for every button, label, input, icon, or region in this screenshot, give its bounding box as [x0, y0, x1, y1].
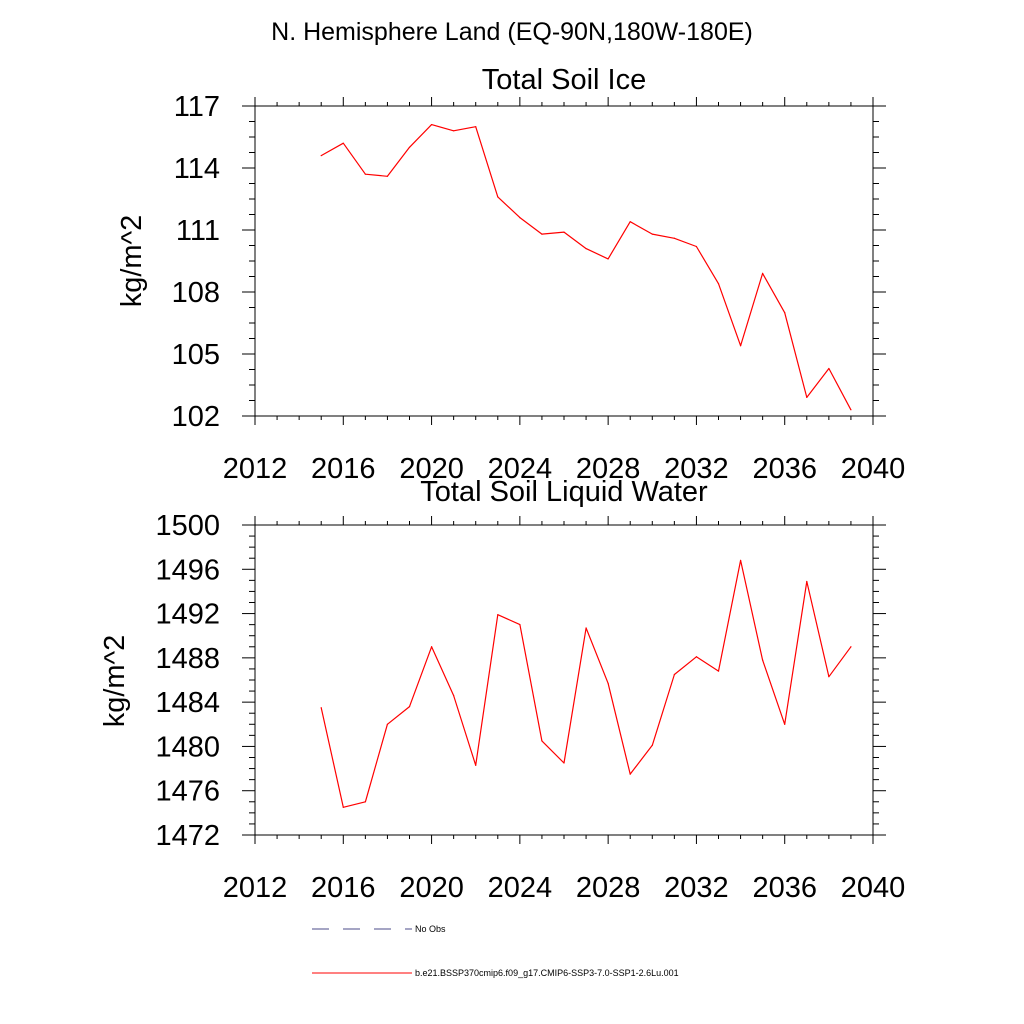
series-line [320, 559, 852, 808]
data-point [850, 409, 852, 411]
panel-title: Total Soil Ice [482, 64, 646, 96]
x-tick-label: 2040 [841, 872, 906, 904]
data-point [585, 248, 587, 250]
data-point [629, 221, 631, 223]
x-tick-label: 2036 [752, 453, 817, 485]
x-tick-label: 2028 [576, 872, 641, 904]
data-point [762, 272, 764, 274]
legend-label: b.e21.BSSP370cmip6.f09_g17.CMIP6-SSP3-7.… [415, 968, 679, 978]
x-tick-label: 2020 [399, 872, 464, 904]
data-point [806, 580, 808, 583]
data-point [563, 762, 565, 764]
y-tick-label: 1480 [155, 731, 220, 763]
data-point [629, 773, 631, 775]
x-tick-label: 2016 [311, 872, 376, 904]
legend-label: No Obs [415, 924, 446, 934]
series-line [320, 123, 852, 411]
x-tick-label: 2028 [576, 453, 641, 485]
y-tick-label: 1496 [155, 554, 220, 586]
data-point [739, 345, 742, 347]
data-point [717, 670, 720, 672]
x-tick-label: 2016 [311, 453, 376, 485]
data-point [519, 217, 521, 219]
data-point [673, 673, 675, 676]
data-point [541, 233, 543, 235]
y-tick-label: 1476 [155, 776, 220, 808]
panel-title: Total Soil Liquid Water [420, 476, 708, 508]
data-point [828, 676, 830, 678]
y-tick-label: 102 [172, 401, 220, 433]
y-tick-label: 105 [172, 339, 220, 371]
data-point [739, 559, 742, 562]
data-point [408, 705, 411, 708]
legend-entry-model: b.e21.BSSP370cmip6.f09_g17.CMIP6-SSP3-7.… [312, 968, 679, 978]
data-point [585, 627, 587, 629]
plot-frame [254, 524, 874, 836]
data-point [607, 682, 609, 684]
y-tick-label: 1488 [155, 643, 220, 675]
y-tick-label: 117 [174, 91, 220, 123]
data-point [430, 124, 433, 126]
panel-total-soil-liquid-water: Total Soil Liquid Water kg/m^2 2012 2016 2… [99, 476, 905, 904]
data-point [386, 723, 389, 725]
data-point [497, 614, 499, 616]
data-point [320, 707, 322, 709]
data-point [475, 126, 477, 128]
figure-suptitle: N. Hemisphere Land (EQ-90N,180W-180E) [271, 18, 753, 46]
data-point [364, 801, 366, 803]
data-point [519, 624, 521, 626]
y-tick-label: 1492 [155, 599, 220, 631]
data-point [673, 237, 675, 239]
x-tick-label: 2012 [223, 872, 288, 904]
data-point [784, 312, 786, 314]
x-tick-label: 2040 [841, 453, 906, 485]
data-point [497, 196, 499, 198]
data-point [563, 231, 565, 233]
y-axis-label: kg/m^2 [116, 215, 148, 308]
x-tick-label: 2024 [488, 453, 553, 485]
data-point [651, 744, 653, 746]
data-point [430, 646, 433, 648]
data-point [320, 155, 322, 157]
data-point [386, 175, 389, 177]
legend-entry-no-obs: No Obs [312, 924, 446, 934]
data-point [541, 740, 543, 742]
x-tick-label: 2032 [664, 453, 729, 485]
data-point [762, 659, 764, 661]
y-axis-label: kg/m^2 [99, 635, 131, 728]
data-point [342, 806, 344, 808]
y-tick-label: 1472 [155, 820, 220, 852]
x-tick-label: 2024 [488, 872, 553, 904]
x-tick-label: 2020 [399, 453, 464, 485]
data-point [806, 396, 808, 398]
x-tick-label: 2012 [223, 453, 288, 485]
legend: No Obs b.e21.BSSP370cmip6.f09_g17.CMIP6-… [312, 924, 679, 978]
data-point [850, 646, 852, 648]
x-tick-label: 2036 [752, 872, 817, 904]
data-point [408, 146, 411, 148]
data-point [828, 367, 830, 370]
data-point [342, 142, 344, 144]
data-point [475, 764, 477, 766]
data-point [651, 233, 653, 235]
y-tick-label: 111 [176, 215, 220, 247]
y-tick-label: 108 [172, 277, 220, 309]
y-tick-label: 1500 [155, 510, 220, 542]
data-point [453, 694, 455, 697]
plot-frame [254, 105, 874, 417]
data-point [784, 723, 786, 725]
data-point [717, 283, 720, 285]
data-point [607, 258, 609, 260]
data-point [364, 173, 366, 175]
data-point [695, 245, 698, 248]
x-tick-label: 2032 [664, 872, 729, 904]
panel-total-soil-ice: Total Soil Ice kg/m^2 2012 2016 2020 2024 20… [116, 64, 905, 485]
data-point [695, 656, 698, 658]
data-point [453, 130, 455, 132]
y-tick-label: 1484 [155, 687, 220, 719]
y-tick-label: 114 [174, 153, 220, 185]
